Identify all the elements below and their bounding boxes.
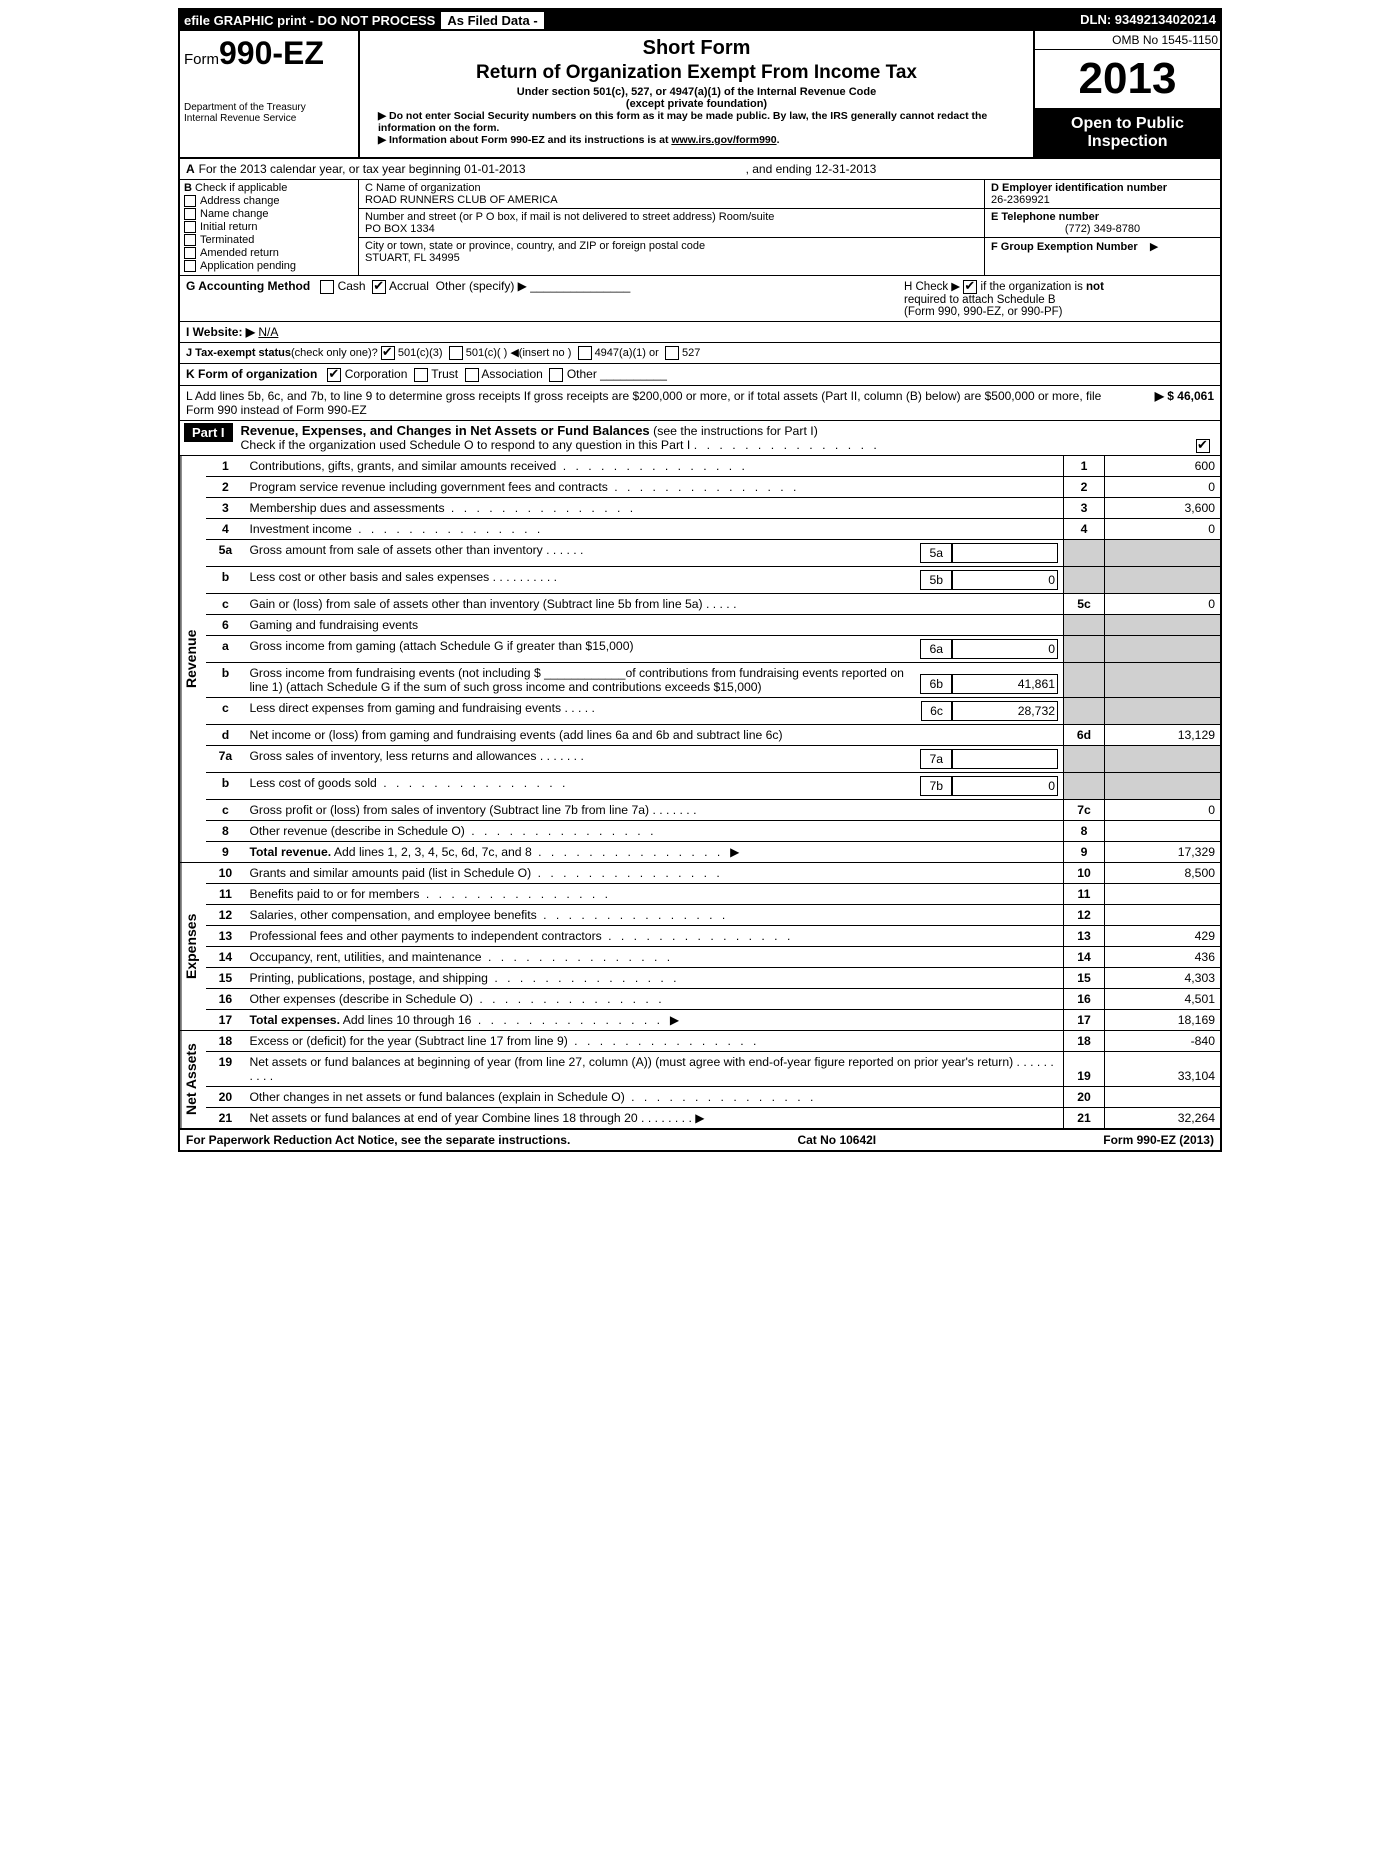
short-form-title: Short Form	[370, 37, 1023, 60]
revenue-label: Revenue	[180, 456, 206, 862]
part-i-title: Revenue, Expenses, and Changes in Net As…	[241, 423, 650, 438]
header-right: OMB No 1545-1150 2013 Open to PublicInsp…	[1033, 31, 1220, 157]
form-prefix: Form	[184, 51, 219, 68]
form-number: 990-EZ	[219, 35, 324, 71]
netassets-label: Net Assets	[180, 1031, 206, 1128]
expenses-label: Expenses	[180, 863, 206, 1030]
paperwork-notice: For Paperwork Reduction Act Notice, see …	[186, 1133, 570, 1147]
section-b: B Check if applicable Address change Nam…	[180, 180, 359, 275]
cb-parti-scho[interactable]	[1196, 439, 1210, 453]
j-lbl: J Tax-exempt status	[186, 347, 291, 359]
l-amount: ▶ $ 46,061	[1104, 389, 1214, 417]
telephone: (772) 349-8780	[991, 223, 1214, 235]
cb-corp[interactable]	[327, 368, 341, 382]
cb-name[interactable]	[184, 208, 196, 220]
row-a: AFor the 2013 calendar year, or tax year…	[180, 159, 1220, 180]
subtitle-2: (except private foundation)	[370, 98, 1023, 110]
open-inspection: Open to PublicInspection	[1035, 109, 1220, 157]
i-lbl: I Website: ▶	[186, 325, 255, 339]
cb-pending[interactable]	[184, 260, 196, 272]
subtitle-1: Under section 501(c), 527, or 4947(a)(1)…	[370, 86, 1023, 98]
part-i-num: Part I	[184, 423, 233, 442]
cb-cash[interactable]	[320, 280, 334, 294]
part-i-check: Check if the organization used Schedule …	[241, 438, 691, 452]
c-name-lbl: C Name of organization	[365, 182, 481, 194]
netassets-section: Net Assets 18Excess or (deficit) for the…	[180, 1031, 1220, 1130]
as-filed-label: As Filed Data -	[441, 12, 543, 29]
org-name: ROAD RUNNERS CLUB OF AMERICA	[365, 194, 558, 206]
cb-amended[interactable]	[184, 247, 196, 259]
e-lbl: E Telephone number	[991, 211, 1099, 223]
cb-501c[interactable]	[449, 346, 463, 360]
efile-label: efile GRAPHIC print - DO NOT PROCESS	[184, 13, 435, 28]
cb-accrual[interactable]	[372, 280, 386, 294]
org-address: PO BOX 1334	[365, 223, 435, 235]
row-k: K Form of organization Corporation Trust…	[180, 364, 1220, 386]
dln-label: DLN: 93492134020214	[1080, 12, 1216, 29]
form-ref: Form 990-EZ (2013)	[1103, 1133, 1214, 1147]
cb-h[interactable]	[963, 280, 977, 294]
b-header: Check if applicable	[195, 182, 287, 194]
g-lbl: G Accounting Method	[186, 279, 310, 293]
cb-4947[interactable]	[578, 346, 592, 360]
expenses-section: Expenses 10Grants and similar amounts pa…	[180, 863, 1220, 1031]
expenses-table: 10Grants and similar amounts paid (list …	[206, 863, 1220, 1030]
header-left: Form990-EZ Department of the Treasury In…	[180, 31, 360, 157]
ein: 26-2369921	[991, 194, 1050, 206]
f-lbl: F Group Exemption Number	[991, 241, 1138, 253]
k-lbl: K Form of organization	[186, 367, 317, 381]
form-990ez: efile GRAPHIC print - DO NOT PROCESS As …	[178, 8, 1222, 1152]
dept-irs: Internal Revenue Service	[184, 113, 354, 124]
irs-link[interactable]: www.irs.gov/form990	[671, 134, 776, 146]
l-text: L Add lines 5b, 6c, and 7b, to line 9 to…	[186, 389, 1104, 417]
cb-other[interactable]	[549, 368, 563, 382]
cb-527[interactable]	[665, 346, 679, 360]
top-bar: efile GRAPHIC print - DO NOT PROCESS As …	[180, 10, 1220, 31]
calendar-year: For the 2013 calendar year, or tax year …	[199, 162, 526, 176]
org-city: STUART, FL 34995	[365, 252, 460, 264]
dept-treasury: Department of the Treasury	[184, 102, 354, 113]
ending-date: , and ending 12-31-2013	[746, 162, 877, 176]
cb-address[interactable]	[184, 195, 196, 207]
cb-assoc[interactable]	[465, 368, 479, 382]
revenue-section: Revenue 1Contributions, gifts, grants, a…	[180, 456, 1220, 863]
d-lbl: D Employer identification number	[991, 182, 1167, 194]
row-gh: G Accounting Method Cash Accrual Other (…	[180, 276, 1220, 322]
main-title: Return of Organization Exempt From Incom…	[370, 62, 1023, 84]
row-j: J Tax-exempt status(check only one)? 501…	[180, 343, 1220, 364]
c-addr-lbl: Number and street (or P O box, if mail i…	[365, 211, 774, 223]
part-i-header: Part I Revenue, Expenses, and Changes in…	[180, 421, 1220, 456]
info-note: ▶ Information about Form 990-EZ and its …	[370, 134, 1023, 146]
c-city-lbl: City or town, state or province, country…	[365, 240, 705, 252]
cat-no: Cat No 10642I	[797, 1133, 876, 1147]
section-c: C Name of organizationROAD RUNNERS CLUB …	[359, 180, 984, 275]
row-l: L Add lines 5b, 6c, and 7b, to line 9 to…	[180, 386, 1220, 421]
cb-initial[interactable]	[184, 221, 196, 233]
revenue-table: 1Contributions, gifts, grants, and simil…	[206, 456, 1220, 862]
footer: For Paperwork Reduction Act Notice, see …	[180, 1130, 1220, 1150]
header-middle: Short Form Return of Organization Exempt…	[360, 31, 1033, 157]
cb-terminated[interactable]	[184, 234, 196, 246]
section-def: D Employer identification number26-23699…	[984, 180, 1220, 275]
header: Form990-EZ Department of the Treasury In…	[180, 31, 1220, 159]
ssn-note: ▶ Do not enter Social Security numbers o…	[370, 110, 1023, 134]
cb-trust[interactable]	[414, 368, 428, 382]
netassets-table: 18Excess or (deficit) for the year (Subt…	[206, 1031, 1220, 1128]
website: N/A	[258, 325, 278, 339]
omb-number: OMB No 1545-1150	[1035, 31, 1220, 50]
row-bcdef: B Check if applicable Address change Nam…	[180, 180, 1220, 276]
part-i-sub: (see the instructions for Part I)	[653, 424, 818, 438]
tax-year: 2013	[1035, 50, 1220, 109]
row-i: I Website: ▶ N/A	[180, 322, 1220, 343]
cb-501c3[interactable]	[381, 346, 395, 360]
